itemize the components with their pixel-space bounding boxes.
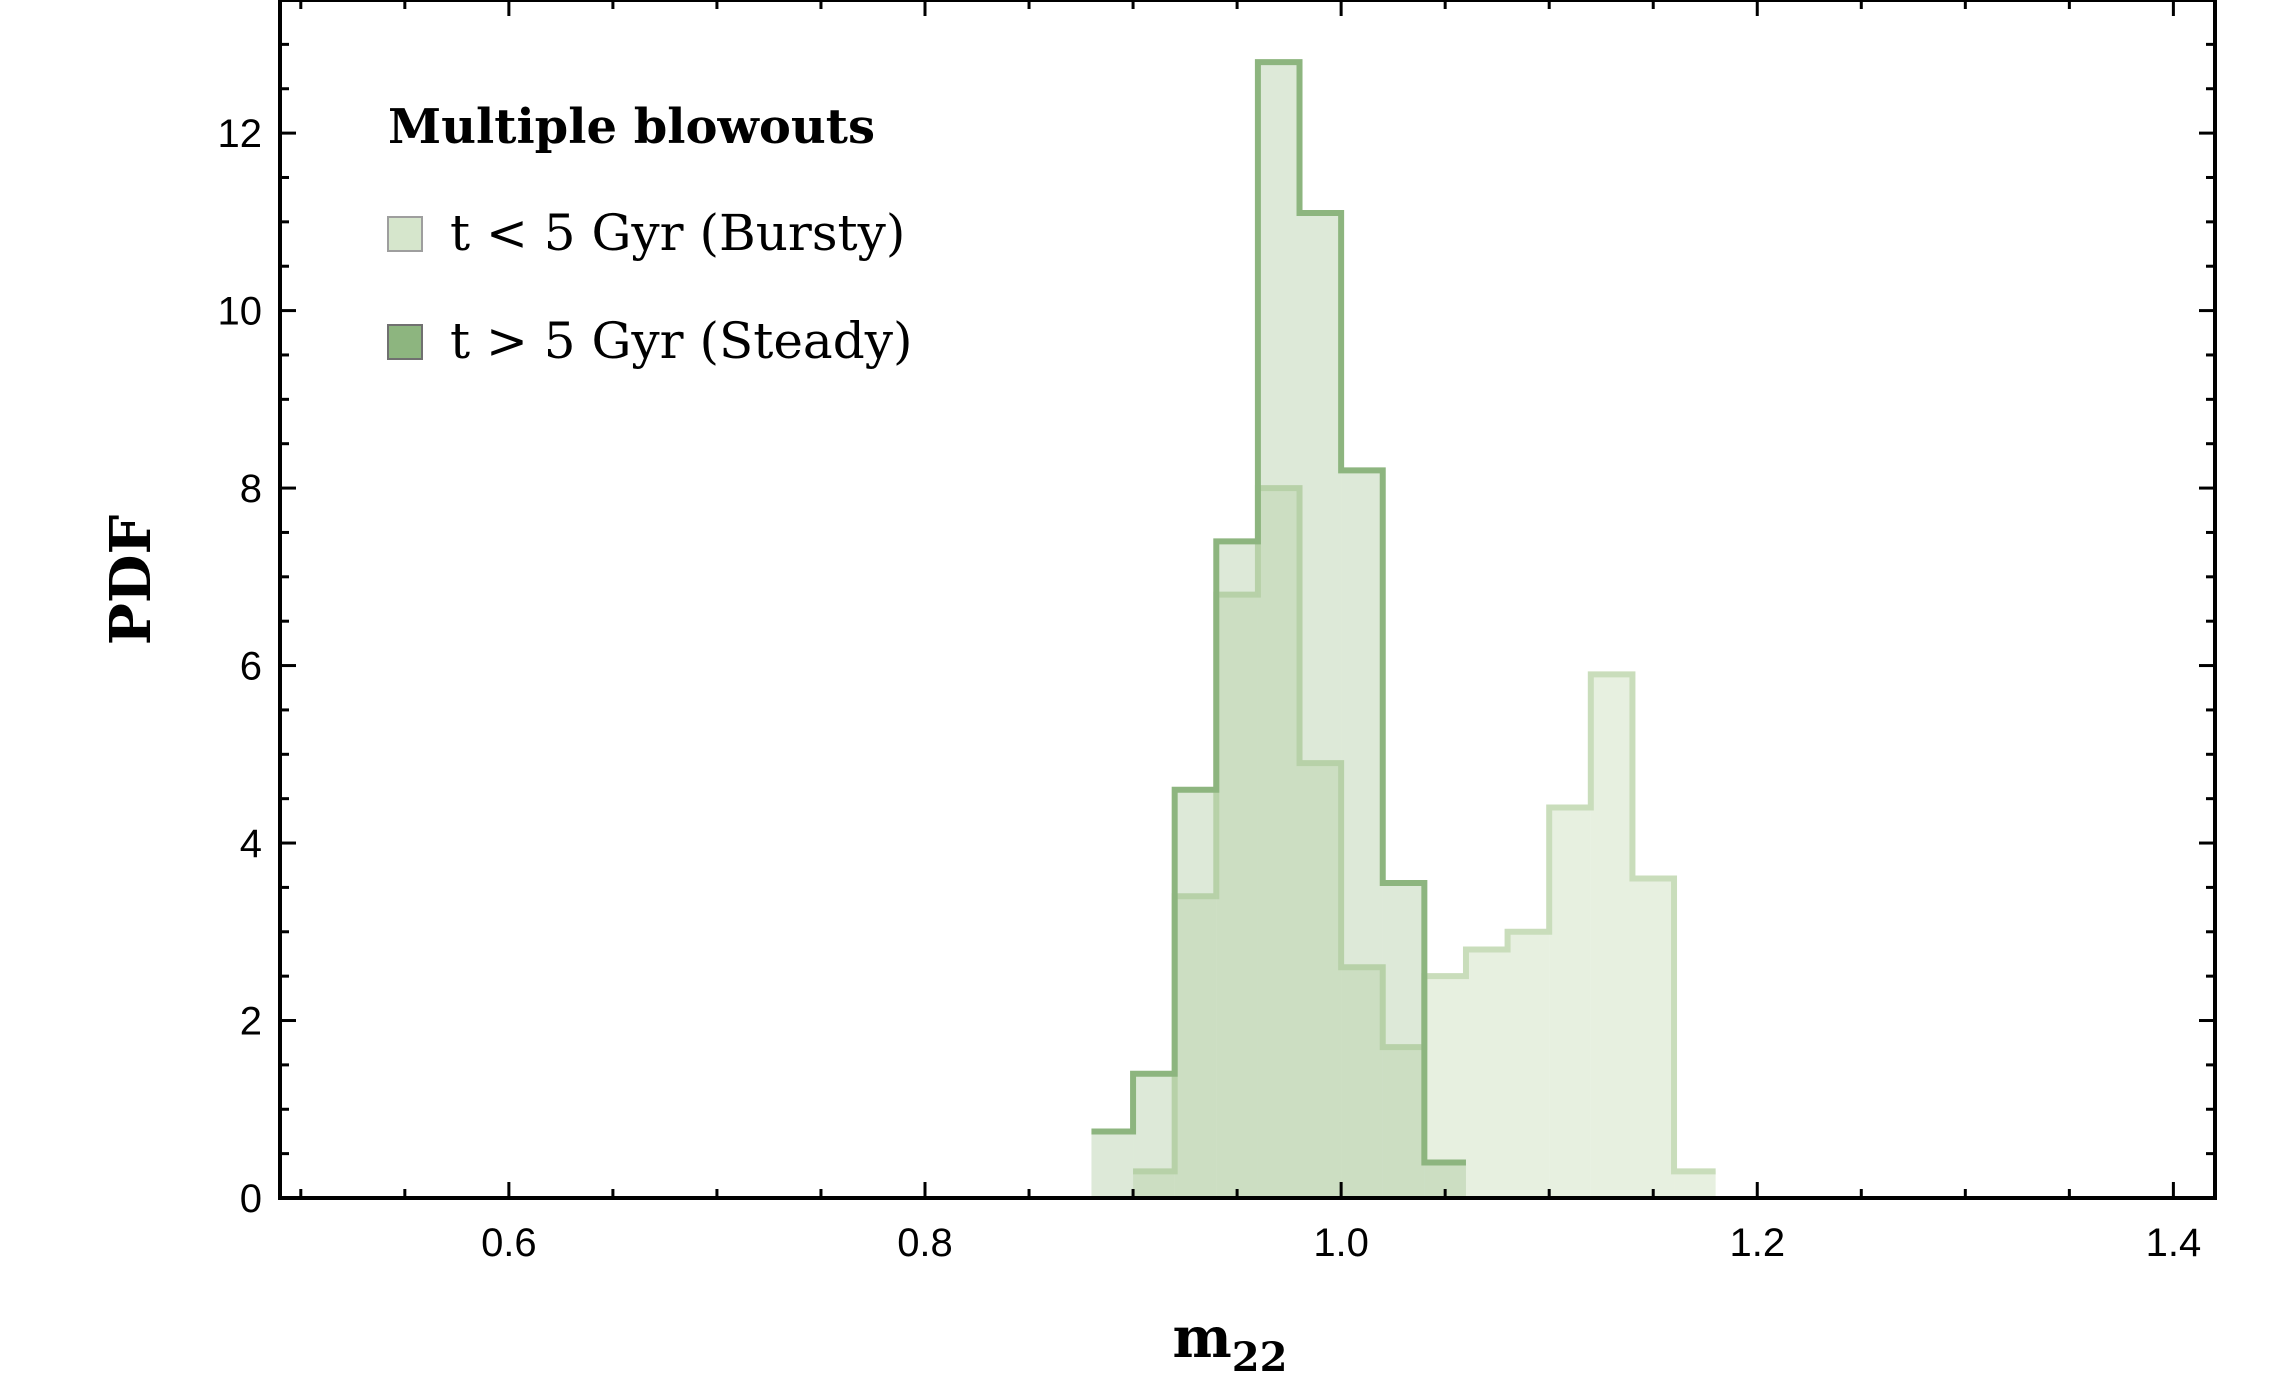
histogram-bar [1341, 967, 1383, 1198]
histogram-bar [1174, 789, 1217, 1198]
x-tick-label: 1.0 [1313, 1221, 1369, 1265]
histogram-bar [1299, 212, 1342, 1198]
histogram-bar [1133, 1171, 1175, 1198]
y-axis-title: PDF [98, 515, 164, 646]
y-tick-label: 4 [240, 822, 262, 866]
histogram-bars [1091, 59, 1716, 1198]
histogram-bar [1674, 1171, 1716, 1198]
histogram-bar [1257, 62, 1300, 1198]
x-tick-label: 1.2 [1729, 1221, 1785, 1265]
histogram-bar [1133, 1073, 1175, 1198]
y-tick-label: 8 [240, 467, 262, 511]
histogram-bar [1299, 763, 1342, 1198]
histogram-bar [1257, 488, 1300, 1198]
axis-tick-labels: 0.6 0.8 1.0 1.2 1.4 0 2 4 6 8 10 12 [218, 112, 2202, 1265]
axis-ticks [280, 0, 2215, 1200]
histogram-bar [1465, 949, 1508, 1198]
x-axis-title-subscript: 22 [1232, 1334, 1288, 1381]
series-1 [1091, 59, 1466, 1198]
histogram-bar [1091, 1131, 1134, 1198]
histogram-bar [1216, 541, 1258, 1198]
histogram-bar [1341, 470, 1383, 1198]
legend-label-bursty: t < 5 Gyr (Bursty) [450, 204, 905, 262]
x-tick-label: 0.8 [897, 1221, 953, 1265]
histogram-bar [1216, 594, 1258, 1198]
x-axis-title-main: m [1173, 1305, 1232, 1371]
plot-border [278, 0, 2217, 1200]
histogram-bar [1632, 878, 1675, 1198]
y-tick-label: 6 [240, 645, 262, 689]
histogram-bar [1382, 882, 1425, 1198]
histogram-bar [1507, 931, 1550, 1198]
legend-swatch-steady [387, 324, 423, 360]
y-tick-label: 10 [218, 290, 263, 334]
x-axis-title: m22 [1173, 1305, 1288, 1381]
histogram-bar [1382, 1047, 1425, 1198]
legend-swatch-bursty [387, 216, 423, 252]
histogram-bar [1174, 896, 1217, 1198]
series-outline [1091, 59, 1466, 1166]
y-tick-label: 0 [240, 1177, 262, 1221]
legend-label-steady: t > 5 Gyr (Steady) [450, 312, 912, 370]
x-tick-label: 1.4 [2146, 1221, 2202, 1265]
plot-frame [278, 0, 2217, 1200]
histogram-bar [1549, 807, 1591, 1198]
legend: Multiple blowouts t < 5 Gyr (Bursty) t >… [387, 99, 912, 370]
y-tick-label: 2 [240, 1000, 262, 1044]
y-tick-label: 12 [218, 112, 263, 156]
histogram-bar [1590, 674, 1633, 1198]
legend-title: Multiple blowouts [388, 99, 875, 155]
x-tick-label: 0.6 [481, 1221, 537, 1265]
